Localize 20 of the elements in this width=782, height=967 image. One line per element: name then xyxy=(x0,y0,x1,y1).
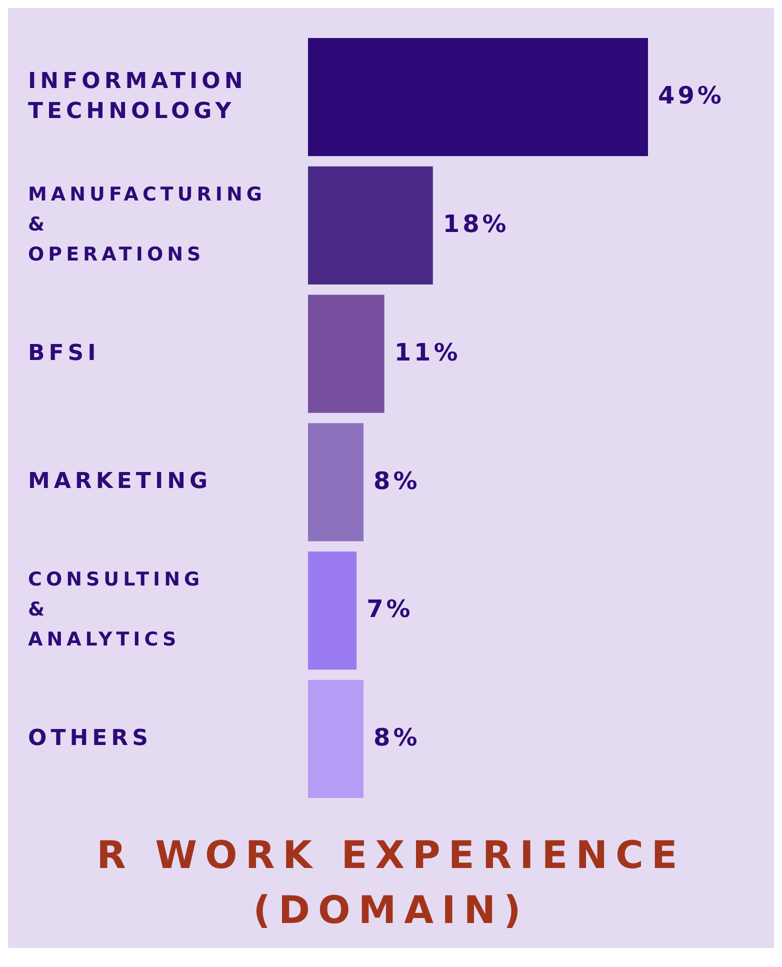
bar xyxy=(308,38,648,156)
data-label: 11% xyxy=(394,338,461,366)
y-tick-label: MANUFACTURING & OPERATIONS xyxy=(28,184,266,266)
data-label: 18% xyxy=(442,210,510,238)
y-tick-label: MARKETING xyxy=(28,469,212,494)
y-tick-label: INFORMATION TECHNOLOGY xyxy=(28,69,247,124)
bar xyxy=(308,552,357,670)
bar xyxy=(308,166,433,284)
data-label: 49% xyxy=(658,82,724,110)
data-label: 7% xyxy=(366,595,414,624)
bar xyxy=(308,294,384,413)
bar xyxy=(308,680,364,798)
data-label: 8% xyxy=(374,724,420,752)
bar xyxy=(308,423,364,542)
text: (DOMAIN) xyxy=(253,888,529,932)
y-tick-label: OTHERS xyxy=(28,726,152,751)
y-tick-label: CONSULTING & ANALYTICS xyxy=(28,568,204,651)
y-tick-label: BFSI xyxy=(28,340,100,366)
data-label: 8% xyxy=(374,466,420,495)
text: R WORK EXPERIENCE xyxy=(96,833,686,877)
